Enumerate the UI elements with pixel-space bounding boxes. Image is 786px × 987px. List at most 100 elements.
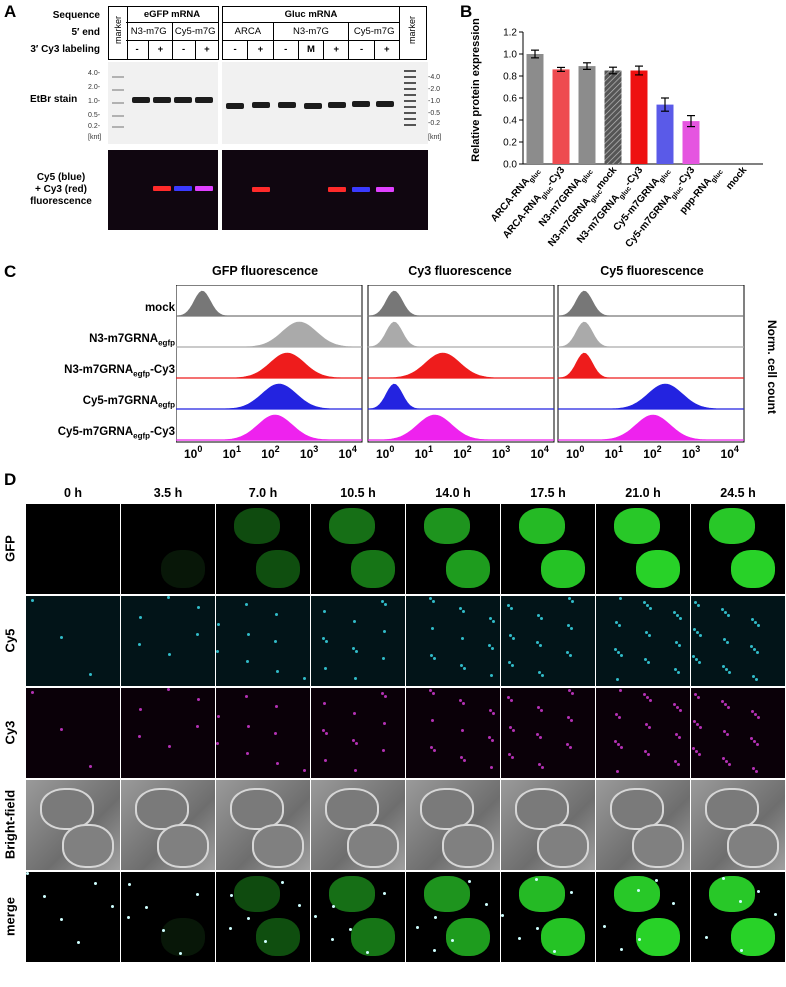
time-label: 10.5 h — [340, 486, 376, 500]
gel-band — [376, 101, 394, 107]
time-label: 14.0 h — [435, 486, 471, 500]
flow-x-tick: 101 — [223, 444, 241, 461]
micrograph-tile — [406, 780, 500, 870]
marker-column: marker — [108, 6, 128, 60]
channel-label: Cy5 — [2, 628, 18, 653]
flow-x-tick: 103 — [492, 444, 510, 461]
gluc-sign: M — [299, 41, 325, 59]
micrograph-tile — [26, 780, 120, 870]
row-label-sequence: Sequence — [52, 10, 100, 21]
fluor-label-line: + Cy3 (red) — [35, 184, 87, 195]
micrograph-tile — [121, 504, 215, 594]
gel-band — [328, 102, 346, 108]
time-label: 17.5 h — [530, 486, 566, 500]
micrograph-tile — [596, 872, 690, 962]
flow-histogram — [176, 352, 362, 379]
ladder-label: -2.0 — [428, 86, 441, 93]
micrograph-tile — [121, 688, 215, 778]
flow-row-label: N3-m7GRNAegfp — [0, 333, 175, 347]
fluor-band — [352, 187, 370, 192]
flow-row-label-text: Cy5-m7GRNA — [57, 426, 134, 438]
fluor-label: Cy5 (blue) + Cy3 (red) fluorescence — [14, 172, 108, 208]
egfp-group-cy5: Cy5-m7G — [174, 26, 216, 37]
gluc-header-block: Gluc mRNA ARCA N3-m7G Cy5-m7G - + - M + … — [222, 6, 400, 60]
flow-title-cy5: Cy5 fluorescence — [600, 264, 704, 278]
bar — [682, 121, 700, 164]
flow-histogram — [367, 321, 554, 348]
y-tick-label: 0.8 — [503, 72, 517, 83]
bar — [656, 104, 674, 164]
micrograph-tile — [501, 504, 595, 594]
gel-band — [195, 97, 213, 103]
micrograph-tile — [501, 688, 595, 778]
bar — [578, 66, 596, 164]
gluc-sign: - — [274, 41, 299, 59]
micrograph-tile — [311, 780, 405, 870]
channel-label: Bright-field — [2, 789, 18, 860]
etbr-label: EtBr stain — [30, 94, 78, 105]
flow-row-label: mock — [0, 302, 175, 314]
micrograph-tile — [406, 872, 500, 962]
flow-x-tick: 104 — [721, 444, 739, 461]
fluor-band — [195, 186, 213, 191]
gel-band — [278, 102, 296, 108]
flow-x-tick: 104 — [339, 444, 357, 461]
gluc-sign: - — [349, 41, 375, 59]
egfp-header-block: eGFP mRNA N3-m7G Cy5-m7G - + - + — [126, 6, 219, 60]
ladder-label: -0.5 — [428, 110, 441, 117]
fluor-band — [252, 187, 270, 192]
channel-label: merge — [2, 896, 18, 937]
etbr-gel-gluc — [222, 62, 428, 144]
row-label-cy3: 3′ Cy3 labeling — [30, 44, 100, 55]
flow-histogram — [557, 321, 744, 348]
micrograph-tile — [501, 872, 595, 962]
fluor-gel-egfp — [108, 150, 218, 230]
micrograph-tile — [691, 780, 785, 870]
micrograph-tile — [216, 596, 310, 686]
micrograph-tile — [596, 688, 690, 778]
panel-label-a: A — [4, 2, 17, 21]
panel-label-d: D — [4, 470, 17, 489]
ladder-label: 4.0- — [88, 70, 101, 77]
time-label: 24.5 h — [720, 486, 756, 500]
gel-band — [352, 101, 370, 107]
ladder-label: [knt] — [88, 134, 102, 141]
flow-x-tick: 103 — [300, 444, 318, 461]
bar — [552, 69, 570, 164]
micrograph-tile — [691, 872, 785, 962]
bar — [630, 70, 648, 164]
micrograph-tile — [596, 504, 690, 594]
flow-row-label-suffix: -Cy3 — [150, 364, 175, 376]
flow-x-tick: 101 — [415, 444, 433, 461]
micrograph-tile — [121, 596, 215, 686]
flow-histogram — [558, 414, 744, 441]
flow-x-tick: 102 — [643, 444, 661, 461]
flow-row-label-sub: egfp — [158, 338, 175, 348]
egfp-sign: + — [149, 41, 173, 59]
y-tick-label: 0.6 — [503, 94, 517, 105]
y-tick-label: 0.0 — [503, 160, 517, 171]
flow-x-tick: 100 — [376, 444, 394, 461]
gel-band — [252, 102, 270, 108]
marker-column-right: marker — [398, 6, 427, 60]
micrograph-tile — [26, 504, 120, 594]
flow-histogram — [557, 352, 744, 379]
gluc-group-n3: N3-m7G — [274, 23, 350, 40]
micrograph-tile — [216, 872, 310, 962]
panel-label-b: B — [460, 2, 473, 21]
flow-histogram — [176, 321, 363, 348]
ladder-label: 0.2- — [88, 123, 101, 130]
micrograph-tile — [311, 872, 405, 962]
flow-histogram — [558, 383, 744, 410]
flow-panel: 100 101 102 103 104 — [176, 285, 363, 461]
ladder-label: 1.0- — [88, 98, 101, 105]
ladder-label: 0.5- — [88, 112, 101, 119]
gel-band — [174, 97, 192, 103]
micrograph-tile — [691, 504, 785, 594]
micrograph-tile — [406, 504, 500, 594]
time-label: 7.0 h — [248, 486, 278, 500]
flow-title-gfp: GFP fluorescence — [211, 264, 319, 278]
flow-row-label: Cy5-m7GRNAegfp-Cy3 — [0, 426, 175, 440]
gel-header-table: marker eGFP mRNA N3-m7G Cy5-m7G - + - + … — [108, 6, 428, 60]
gluc-sign: - — [223, 41, 249, 59]
